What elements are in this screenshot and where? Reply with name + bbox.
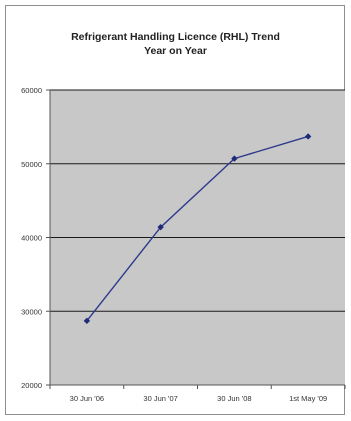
data-point — [83, 317, 91, 325]
data-point — [304, 133, 312, 140]
y-tick-label: 60000 — [21, 86, 42, 95]
y-tick-label: 20000 — [21, 381, 42, 390]
chart-title: Refrigerant Handling Licence (RHL) Trend… — [0, 30, 351, 58]
series-line — [86, 135, 309, 322]
chart-title-line-1: Refrigerant Handling Licence (RHL) Trend — [71, 31, 280, 43]
y-tick-label: 50000 — [21, 160, 42, 169]
y-tick-label: 30000 — [21, 307, 42, 316]
x-tick-label: 30 Jun '07 — [143, 394, 177, 403]
x-tick-label: 1st May '09 — [289, 394, 327, 403]
data-point — [157, 223, 164, 231]
x-tick-label: 30 Jun '08 — [217, 394, 251, 403]
x-tick-label: 30 Jun '06 — [70, 394, 104, 403]
y-tick-label: 40000 — [21, 234, 42, 243]
chart-title-line-2: Year on Year — [144, 45, 207, 57]
data-point — [231, 155, 238, 162]
